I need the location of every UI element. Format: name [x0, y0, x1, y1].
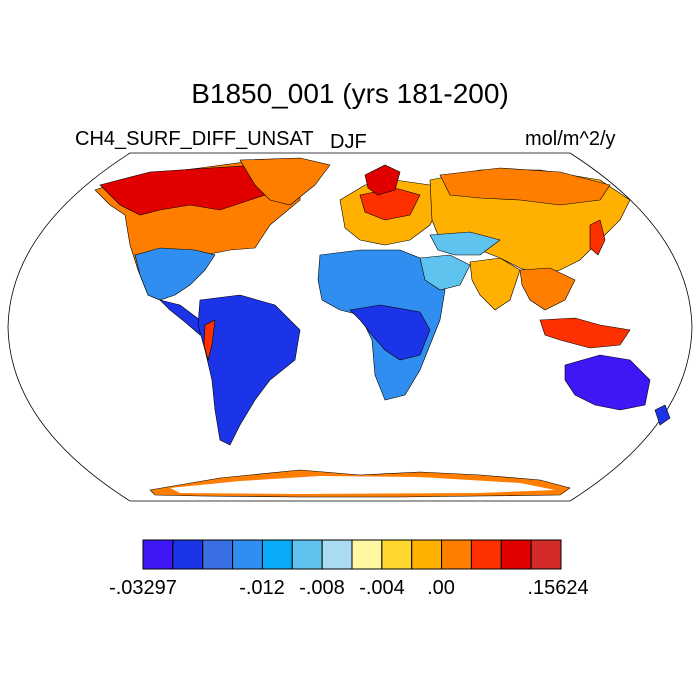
colorbar-box: [142, 539, 174, 570]
colorbar-box: [202, 539, 234, 570]
japan: [589, 219, 606, 256]
central-asia: [429, 231, 501, 256]
colorbar-tick-label: .15624: [527, 577, 589, 599]
colorbar-tick-label: -.004: [359, 577, 405, 599]
antarctica-interior: [170, 476, 555, 494]
map-title: B1850_001 (yrs 181-200): [191, 78, 509, 109]
colorbar-tick-label: -.008: [299, 577, 345, 599]
siberia: [439, 167, 611, 206]
colorbar-tick-label: .00: [427, 577, 455, 599]
australia: [564, 354, 651, 411]
colorbar-box: [321, 539, 353, 570]
colorbar-box: [261, 539, 293, 570]
scandinavia: [364, 164, 401, 196]
variable-label: CH4_SURF_DIFF_UNSAT: [75, 128, 314, 150]
southeast-asia: [519, 267, 576, 311]
greenland: [239, 157, 331, 206]
india: [469, 257, 521, 311]
new-zealand: [654, 404, 671, 426]
africa-central: [349, 304, 431, 361]
colorbar-box: [381, 539, 413, 570]
season-label: DJF: [330, 131, 367, 153]
colorbar-box: [291, 539, 323, 570]
middle-east: [419, 254, 471, 291]
colorbar-tick-label: -.012: [239, 577, 285, 599]
colorbar-tick-label: -.03297: [109, 577, 177, 599]
colorbar-box: [441, 539, 472, 570]
colorbar-box: [351, 539, 383, 570]
colorbar-box: [172, 539, 204, 570]
north-america-north: [99, 164, 286, 216]
colorbar-box: [530, 539, 562, 570]
colorbar-box: [411, 539, 443, 570]
units-label: mol/m^2/y: [525, 128, 616, 150]
colorbar-box: [500, 539, 532, 570]
south-america-band: [203, 319, 216, 362]
colorbar-box: [470, 539, 502, 570]
indonesia: [539, 317, 631, 349]
south-america: [197, 294, 301, 446]
colorbar-box: [232, 539, 263, 570]
north-america-south: [134, 247, 216, 301]
